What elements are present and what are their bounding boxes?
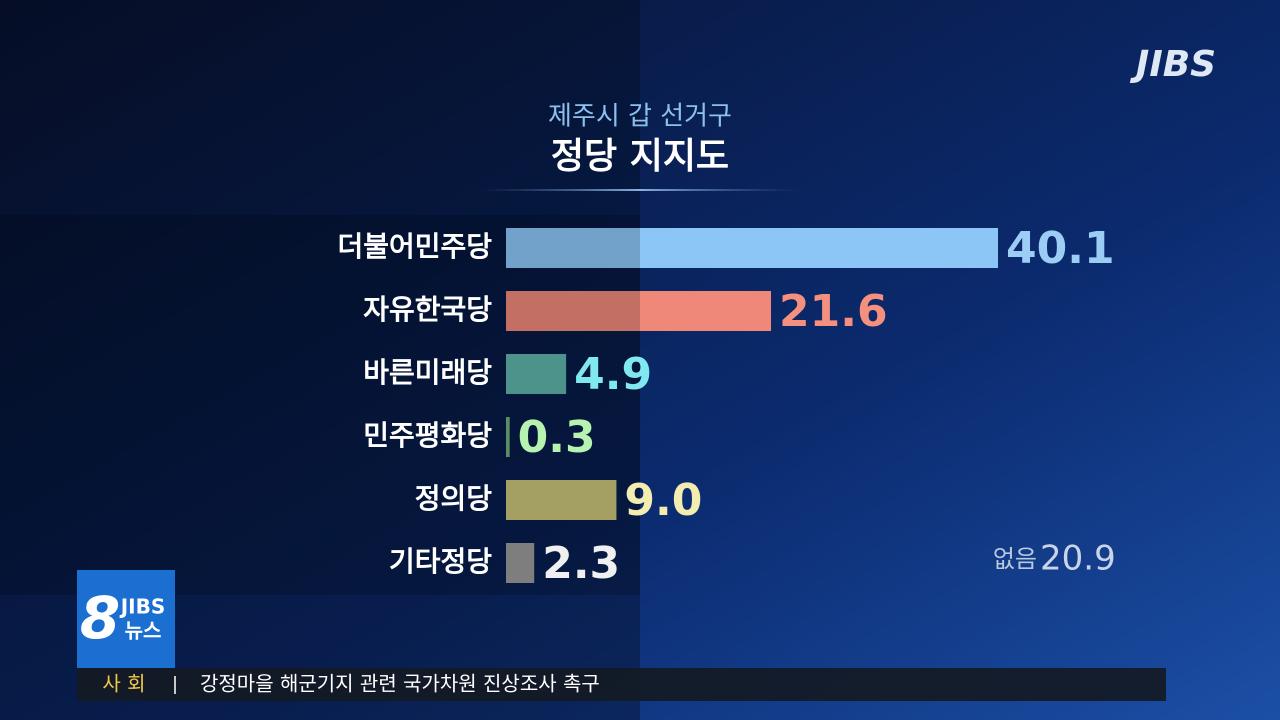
program-brand: JIBS [119,595,166,619]
bar [506,543,535,583]
bar [506,291,772,331]
value-label: 9.0 [624,475,702,526]
value-label: 4.9 [574,349,652,400]
value-label: 2.3 [542,538,620,589]
category-label: 더불어민주당 [337,230,492,263]
bar-shade [0,215,640,595]
chart-subtitle: 제주시 갑 선거구 [548,102,732,132]
category-label: 민주평화당 [363,419,492,452]
annotation-value: 20.9 [1040,539,1116,579]
value-label: 0.3 [518,412,596,463]
value-label: 40.1 [1006,223,1115,274]
category-label: 정의당 [415,482,493,515]
category-label: 자유한국당 [363,293,492,326]
ticker-headline: 강정마을 해군기지 관련 국가차원 진상조사 촉구 [200,672,600,696]
program-number: 8 [80,584,120,652]
category-label: 바른미래당 [363,356,492,389]
category-label: 기타정당 [389,545,492,578]
value-label: 21.6 [779,286,888,337]
channel-logo: JIBS [1130,44,1216,85]
ticker-divider [174,676,176,694]
bar [506,228,998,268]
bar [506,417,510,457]
ticker-bar [77,668,1166,701]
title-rule [480,189,800,191]
bar [506,480,617,520]
bar [506,354,567,394]
chart-title: 정당 지지도 [551,136,729,177]
program-label: 뉴스 [125,619,162,643]
annotation-label: 없음 [993,545,1037,573]
program-box [77,570,175,668]
ticker-section: 사 회 [102,672,145,696]
